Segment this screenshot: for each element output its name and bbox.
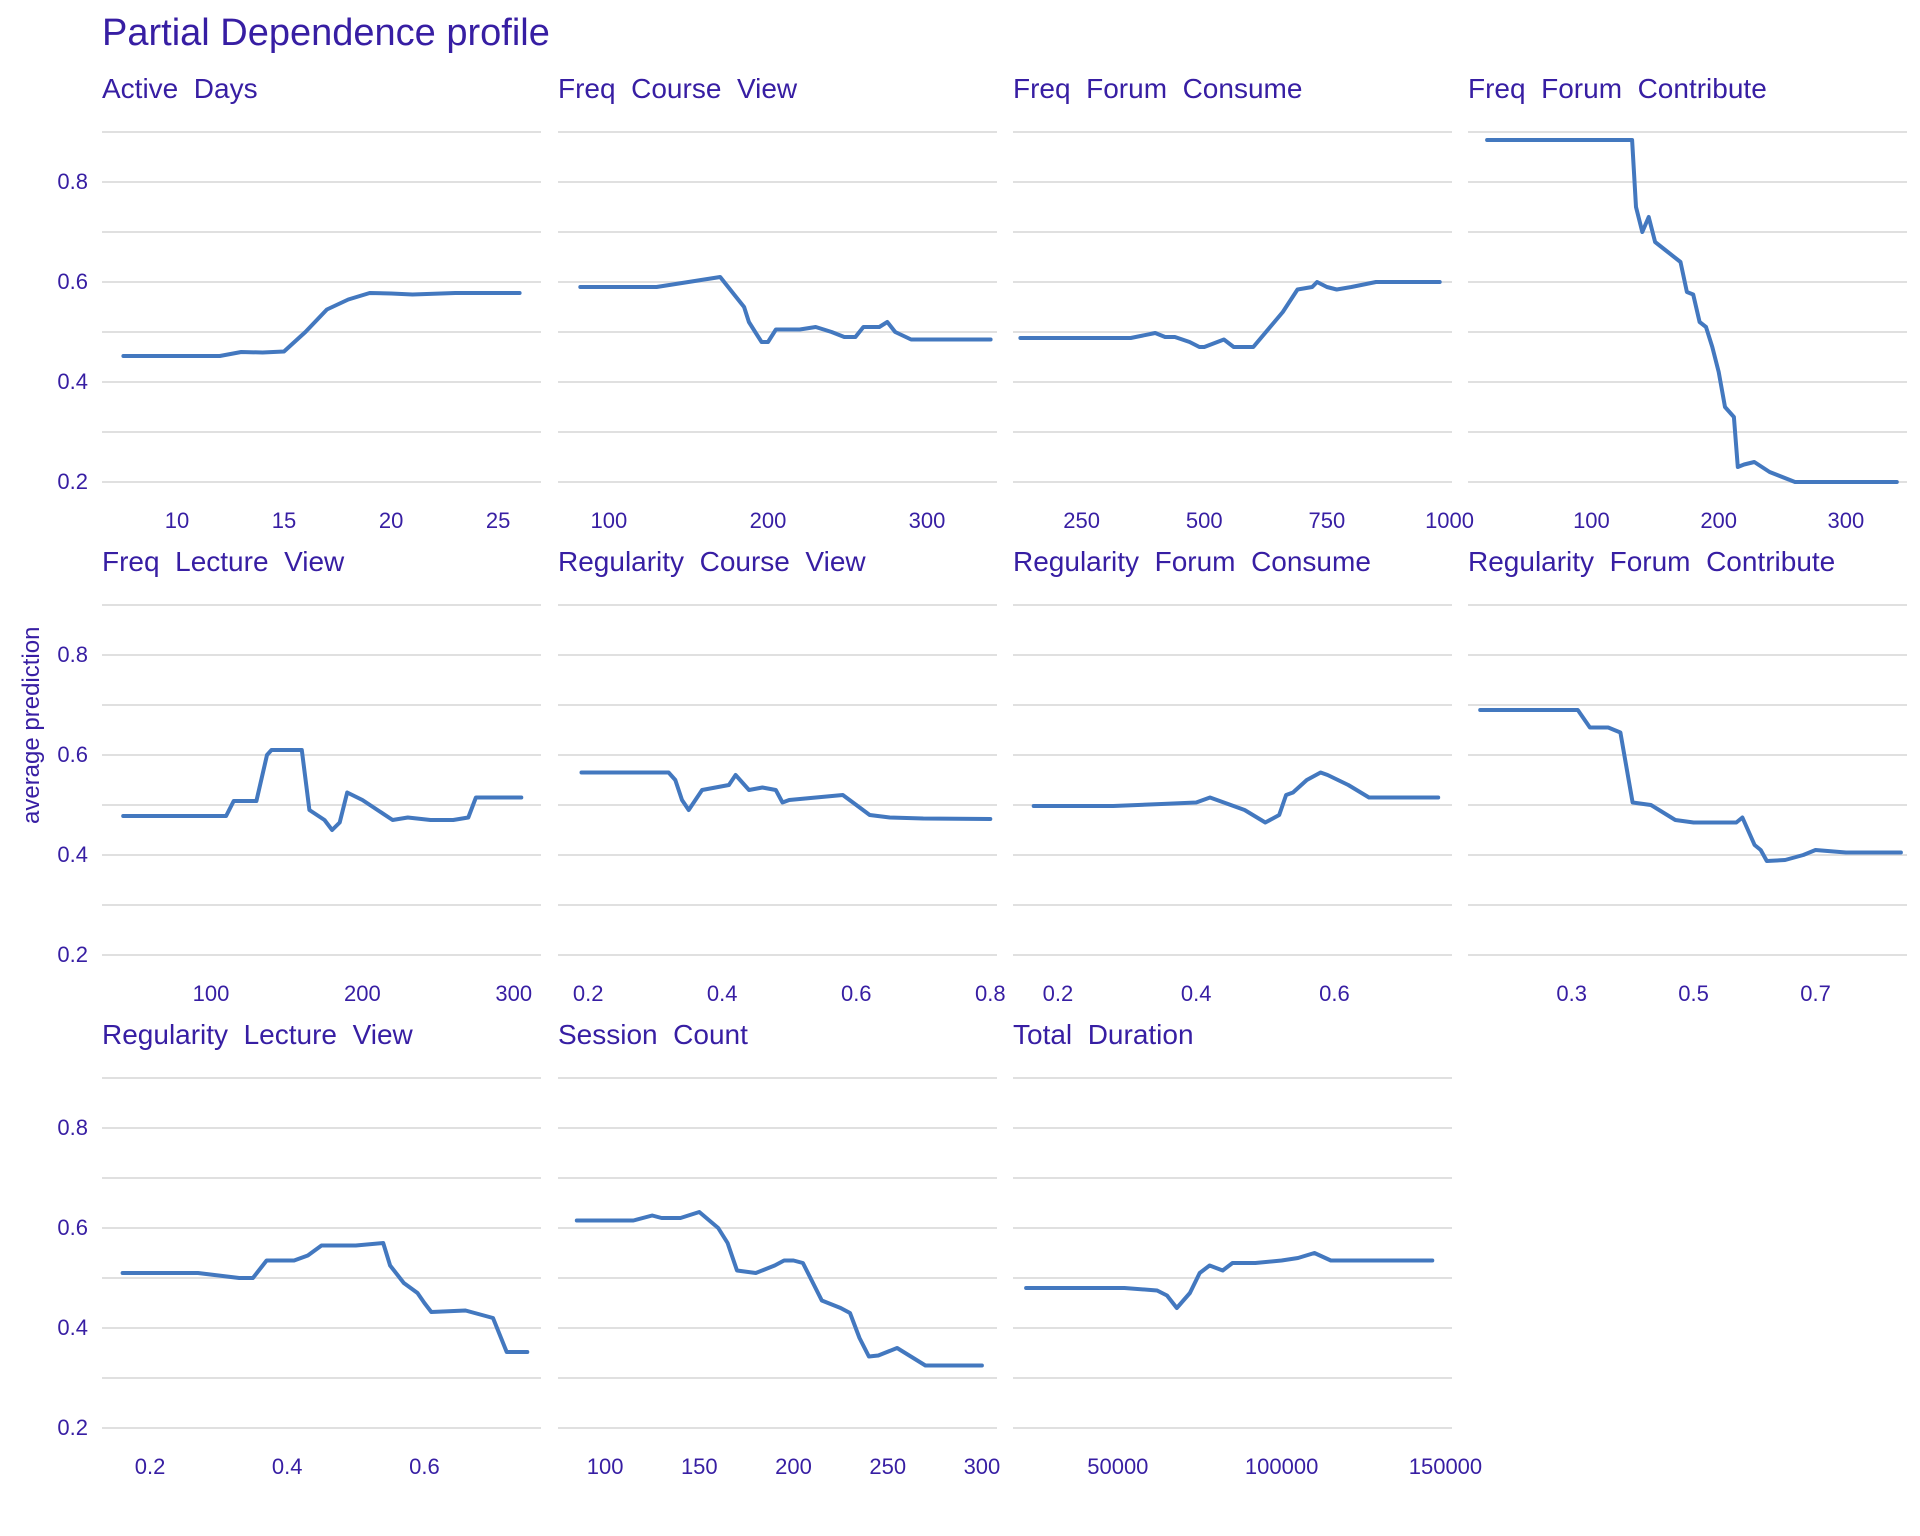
x-tick-label: 150000 bbox=[1409, 1454, 1482, 1479]
x-tick-label: 300 bbox=[1828, 508, 1865, 533]
x-tick-label: 0.4 bbox=[272, 1454, 303, 1479]
x-tick-label: 0.2 bbox=[135, 1454, 166, 1479]
x-tick-label: 300 bbox=[909, 508, 946, 533]
panel-title: Freq Lecture View bbox=[102, 546, 345, 577]
y-tick-label: 0.2 bbox=[57, 1415, 88, 1440]
facet-panel: Regularity Forum Contribute 0.3 0.5 0.7 bbox=[1468, 546, 1907, 1006]
x-tick-label: 25 bbox=[486, 508, 510, 533]
facet-panel: Active Days 10 15 20 25 bbox=[102, 73, 541, 533]
y-tick-label: 0.8 bbox=[57, 1115, 88, 1140]
x-tick-label: 10 bbox=[165, 508, 189, 533]
x-tick-label: 50000 bbox=[1087, 1454, 1148, 1479]
facet-panel: Session Count 100 150 200 250 300 bbox=[558, 1019, 1000, 1479]
x-tick-label: 250 bbox=[869, 1454, 906, 1479]
facet-panel: Regularity Course View 0.2 0.4 0.6 0.8 bbox=[558, 546, 1006, 1006]
series-line bbox=[1018, 280, 1442, 349]
x-tick-label: 200 bbox=[1700, 508, 1737, 533]
x-tick-label: 0.2 bbox=[573, 981, 604, 1006]
y-tick-label: 0.8 bbox=[57, 642, 88, 667]
panel-title: Regularity Lecture View bbox=[102, 1019, 414, 1050]
x-tick-label: 0.4 bbox=[1181, 981, 1212, 1006]
facet-panel: Total Duration 50000 100000 150000 bbox=[1013, 1019, 1482, 1479]
x-tick-label: 150 bbox=[681, 1454, 718, 1479]
y-tick-label: 0.2 bbox=[57, 942, 88, 967]
panel-title: Regularity Course View bbox=[558, 546, 866, 577]
facet-panel: Freq Forum Consume 250 500 750 1000 bbox=[1013, 73, 1474, 533]
y-tick-label: 0.8 bbox=[57, 169, 88, 194]
y-tick-label: 0.4 bbox=[57, 1315, 88, 1340]
x-tick-label: 0.8 bbox=[975, 981, 1006, 1006]
y-tick-label: 0.4 bbox=[57, 369, 88, 394]
x-tick-label: 100 bbox=[1573, 508, 1610, 533]
panel-title: Active Days bbox=[102, 73, 258, 104]
x-tick-label: 0.6 bbox=[841, 981, 872, 1006]
x-tick-label: 100 bbox=[193, 981, 230, 1006]
x-tick-label: 0.5 bbox=[1678, 981, 1709, 1006]
panel-title: Regularity Forum Contribute bbox=[1468, 546, 1835, 577]
x-tick-label: 0.6 bbox=[1319, 981, 1350, 1006]
series-line bbox=[579, 770, 993, 821]
x-tick-label: 200 bbox=[344, 981, 381, 1006]
series-line bbox=[120, 1241, 530, 1354]
x-tick-label: 100000 bbox=[1245, 1454, 1318, 1479]
x-tick-label: 300 bbox=[495, 981, 532, 1006]
y-tick-label: 0.2 bbox=[57, 469, 88, 494]
x-tick-label: 100 bbox=[591, 508, 628, 533]
series-line bbox=[574, 1210, 984, 1368]
panel-title: Session Count bbox=[558, 1019, 748, 1050]
facet-panel: Freq Lecture View 100 200 300 bbox=[102, 546, 541, 1006]
panel-title: Freq Forum Consume bbox=[1013, 73, 1302, 104]
x-tick-label: 0.6 bbox=[409, 1454, 440, 1479]
x-tick-label: 300 bbox=[964, 1454, 1001, 1479]
series-line bbox=[1485, 138, 1899, 484]
y-tick-label: 0.4 bbox=[57, 842, 88, 867]
x-tick-label: 200 bbox=[750, 508, 787, 533]
series-line bbox=[121, 291, 522, 358]
chart-title: Partial Dependence profile bbox=[102, 12, 550, 54]
facet-panel: Freq Forum Contribute 100 200 300 bbox=[1468, 73, 1907, 533]
x-tick-label: 20 bbox=[379, 508, 403, 533]
facet-panel: Freq Course View 100 200 300 bbox=[558, 73, 997, 533]
y-tick-label: 0.6 bbox=[57, 269, 88, 294]
x-tick-label: 200 bbox=[775, 1454, 812, 1479]
x-tick-label: 500 bbox=[1186, 508, 1223, 533]
x-tick-label: 250 bbox=[1063, 508, 1100, 533]
facet-panel: Regularity Forum Consume 0.2 0.4 0.6 bbox=[1013, 546, 1452, 1006]
x-tick-label: 1000 bbox=[1425, 508, 1474, 533]
facet-panel: Regularity Lecture View 0.2 0.4 0.6 bbox=[102, 1019, 541, 1479]
x-tick-label: 100 bbox=[587, 1454, 624, 1479]
panel-title: Regularity Forum Consume bbox=[1013, 546, 1371, 577]
x-tick-label: 15 bbox=[272, 508, 296, 533]
x-tick-label: 0.2 bbox=[1043, 981, 1074, 1006]
y-tick-label: 0.6 bbox=[57, 742, 88, 767]
series-line bbox=[1024, 1251, 1435, 1310]
x-tick-label: 0.3 bbox=[1556, 981, 1587, 1006]
panel-title: Total Duration bbox=[1013, 1019, 1194, 1050]
panel-title: Freq Forum Contribute bbox=[1468, 73, 1767, 104]
series-line bbox=[1031, 770, 1441, 825]
x-tick-label: 0.7 bbox=[1800, 981, 1831, 1006]
y-tick-label: 0.6 bbox=[57, 1215, 88, 1240]
series-line bbox=[1478, 708, 1903, 863]
x-tick-label: 750 bbox=[1309, 508, 1346, 533]
x-tick-label: 0.4 bbox=[707, 981, 738, 1006]
panel-title: Freq Course View bbox=[558, 73, 798, 104]
series-line bbox=[121, 748, 524, 832]
series-line bbox=[578, 275, 993, 344]
